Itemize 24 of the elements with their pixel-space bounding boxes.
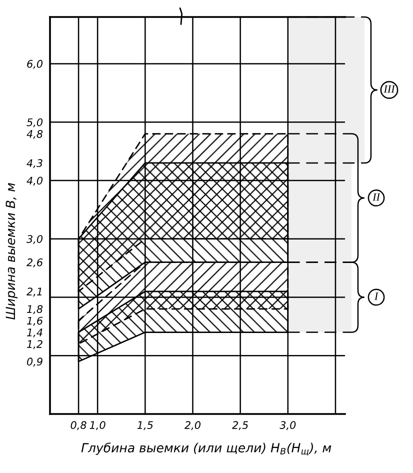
x-tick-label: 1,5 xyxy=(137,421,153,430)
y-tick-label: 3,0 xyxy=(26,235,43,244)
band-label: III xyxy=(384,85,396,93)
y-tick-label: 1,4 xyxy=(27,328,42,338)
x-tick-label: 2,0 xyxy=(184,421,200,430)
y-tick-label: 6,0 xyxy=(27,60,43,69)
band-label: II xyxy=(372,193,380,201)
y-tick-label: 5,0 xyxy=(26,118,43,128)
x-tick-label: 3,0 xyxy=(280,421,296,430)
y-tick-label: 1,2 xyxy=(27,340,42,350)
y-tick-label: 4,0 xyxy=(26,176,43,186)
y-axis-title: Ширина выемки B, м xyxy=(6,183,18,320)
x-tick-label: 0,8 xyxy=(70,421,86,430)
x-tick-label: 2,5 xyxy=(232,421,248,430)
x-tick-label: 1,0 xyxy=(90,421,106,430)
band-label: I xyxy=(374,292,379,300)
y-tick-label: 4,3 xyxy=(26,159,42,168)
y-tick-label: 2,1 xyxy=(26,288,42,297)
y-tick-label: 1,8 xyxy=(27,305,43,314)
y-tick-label: 0,9 xyxy=(27,358,42,367)
y-tick-label: 4,8 xyxy=(26,130,43,139)
x-axis-title: Глубина выемки (или щели) H$_{В}$(H$_{щ}$), м xyxy=(81,442,332,456)
y-tick-label: 2,6 xyxy=(26,258,43,268)
y-tick-label: 1,6 xyxy=(27,316,43,326)
